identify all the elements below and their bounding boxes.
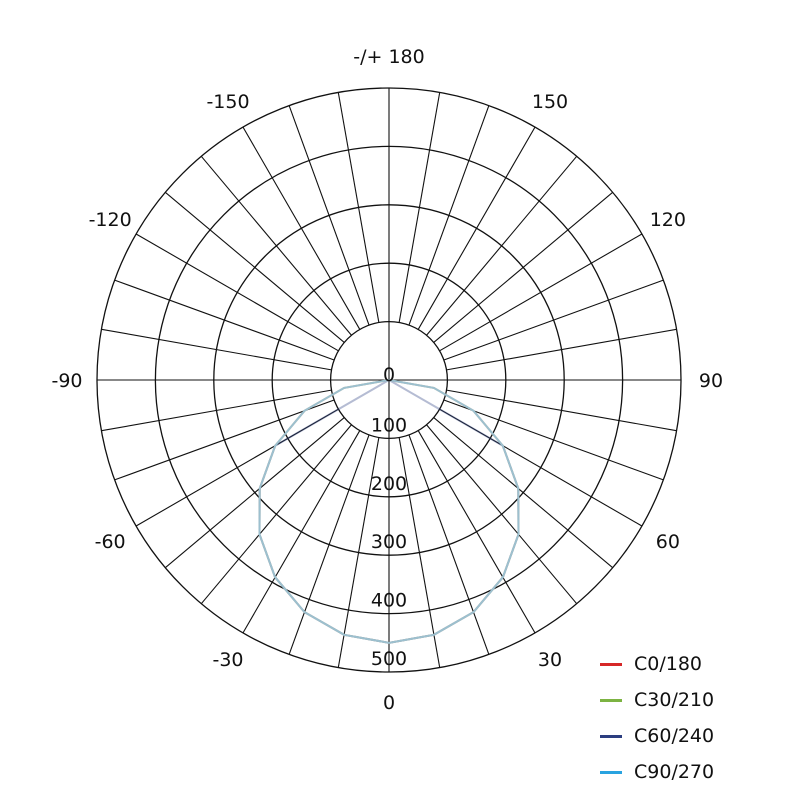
spoke-40 xyxy=(426,424,578,605)
spoke-340 xyxy=(288,434,370,655)
curves xyxy=(258,379,520,644)
spoke-260 xyxy=(101,328,332,371)
spoke-330 xyxy=(242,430,361,634)
angle-label: 120 xyxy=(650,209,686,231)
spoke-100 xyxy=(446,328,677,371)
legend-item: C60/240 xyxy=(600,718,714,754)
legend-swatch xyxy=(600,734,622,738)
spoke-10 xyxy=(398,437,441,668)
legend-label: C90/270 xyxy=(634,761,715,783)
legend-item: C0/180 xyxy=(600,646,714,682)
radial-tick-label: 400 xyxy=(371,590,407,612)
spoke-170 xyxy=(398,92,441,323)
radial-tick-label: 200 xyxy=(371,473,407,495)
spoke-300 xyxy=(135,408,339,527)
spoke-130 xyxy=(433,191,614,343)
spoke-120 xyxy=(439,233,643,352)
angle-label: -90 xyxy=(51,370,82,392)
spoke-60 xyxy=(439,408,643,527)
angle-label: 60 xyxy=(656,531,680,553)
spoke-150 xyxy=(417,126,536,330)
spoke-80 xyxy=(446,389,677,432)
angle-label: -150 xyxy=(206,91,249,113)
angle-label: 0 xyxy=(383,692,395,714)
spoke-140 xyxy=(426,155,578,336)
series-C90/270 xyxy=(258,379,520,644)
spoke-250 xyxy=(114,279,335,361)
spoke-70 xyxy=(443,399,664,481)
angle-label: -/+ 180 xyxy=(353,46,424,68)
angle-label: 150 xyxy=(532,91,568,113)
spoke-320 xyxy=(200,424,352,605)
spoke-160 xyxy=(408,105,490,326)
legend-item: C90/270 xyxy=(600,754,714,790)
legend-swatch xyxy=(600,662,622,666)
spoke-200 xyxy=(288,105,370,326)
spoke-310 xyxy=(164,417,345,569)
radial-tick-label: 500 xyxy=(371,648,407,670)
radial-tick-label: 300 xyxy=(371,531,407,553)
legend-label: C0/180 xyxy=(634,653,703,675)
spoke-110 xyxy=(443,279,664,361)
radial-tick-label: 100 xyxy=(371,414,407,436)
legend-item: C30/210 xyxy=(600,682,714,718)
legend-label: C60/240 xyxy=(634,725,715,747)
angle-label: -30 xyxy=(212,649,243,671)
spoke-190 xyxy=(337,92,380,323)
legend-swatch xyxy=(600,698,622,702)
legend-label: C30/210 xyxy=(634,689,715,711)
legend-swatch xyxy=(600,770,622,774)
spoke-350 xyxy=(337,437,380,668)
legend: C0/180 C30/210 C60/240 C90/270 xyxy=(600,646,714,790)
spoke-20 xyxy=(408,434,490,655)
spoke-230 xyxy=(164,191,345,343)
spoke-50 xyxy=(433,417,614,569)
labels: -/+ 180 150 -150 120 -120 90 -90 60 -60 30 -30 0 0 10… xyxy=(51,46,723,714)
spoke-210 xyxy=(242,126,361,330)
angle-label: 30 xyxy=(538,649,562,671)
spoke-240 xyxy=(135,233,339,352)
angle-label: -120 xyxy=(89,209,132,231)
radial-tick-label: 0 xyxy=(383,364,395,386)
spoke-220 xyxy=(200,155,352,336)
spoke-30 xyxy=(417,430,536,634)
spoke-280 xyxy=(101,389,332,432)
grid xyxy=(96,87,682,673)
angle-label: 90 xyxy=(699,370,723,392)
angle-label: -60 xyxy=(95,531,126,553)
spoke-290 xyxy=(114,399,335,481)
